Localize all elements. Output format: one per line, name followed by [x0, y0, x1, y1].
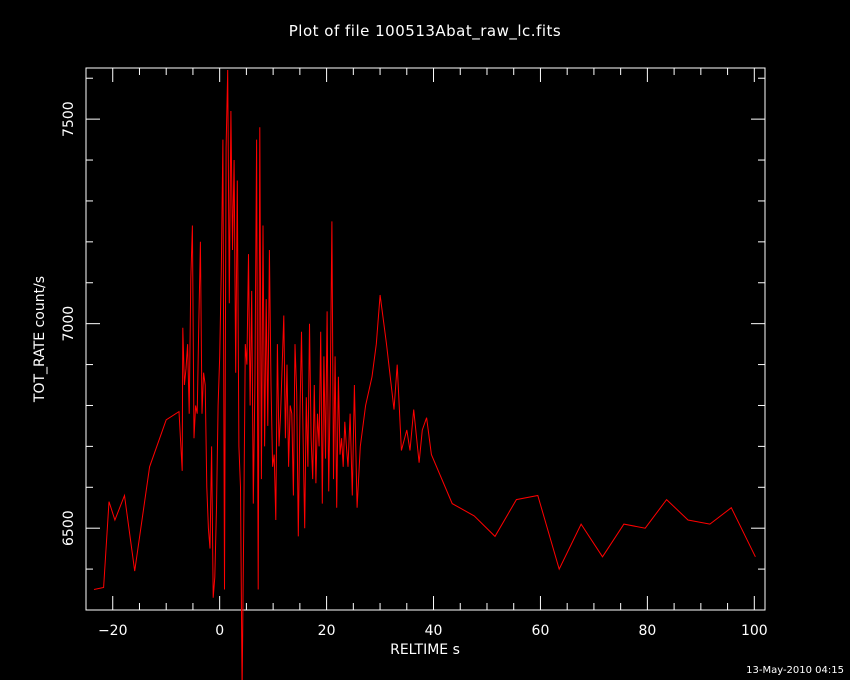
x-tick-label: 80: [638, 623, 656, 639]
plot-frame: [85, 67, 766, 611]
y-tick-label: 7500: [61, 101, 77, 137]
x-axis-label: RELTIME s: [390, 642, 460, 658]
x-tick-label: −20: [98, 623, 128, 639]
y-axis-label: TOT_RATE count/s: [32, 276, 48, 403]
x-axis: −20 0 20 40 60 80 100: [98, 68, 768, 639]
x-tick-label: 0: [215, 623, 224, 639]
x-tick-label: 60: [532, 623, 550, 639]
y-axis: 6500 7000 7500: [61, 77, 765, 570]
y-tick-label: 6500: [61, 510, 77, 546]
chart-title: Plot of file 100513Abat_raw_lc.fits: [288, 22, 562, 40]
footer-timestamp: 13-May-2010 04:15: [746, 665, 844, 676]
series-line-tot-rate: [93, 69, 756, 680]
x-tick-label: 20: [318, 623, 336, 639]
y-tick-label: 7000: [61, 306, 77, 342]
x-tick-label: 40: [425, 623, 443, 639]
x-tick-label: 100: [741, 623, 768, 639]
